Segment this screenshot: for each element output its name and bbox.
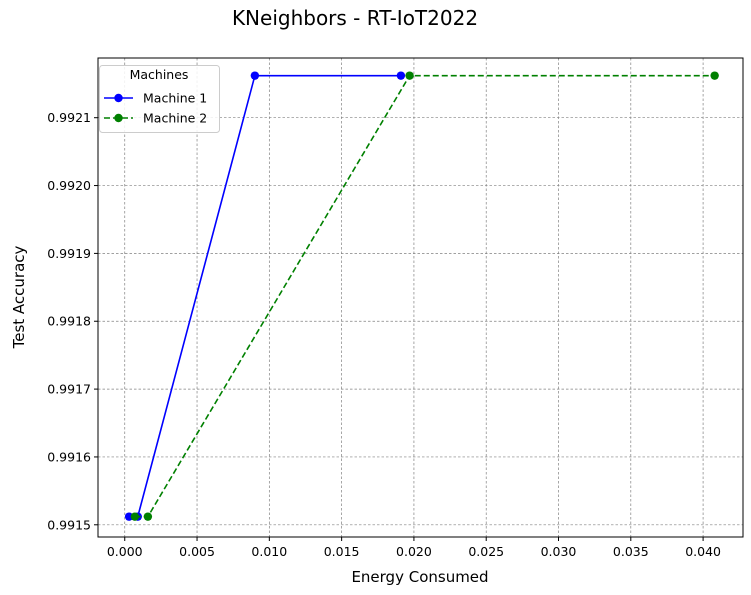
legend-label: Machine 1 [143,91,207,106]
x-tick-label: 0.015 [324,544,360,559]
data-point [143,512,153,521]
x-tick-label: 0.010 [251,544,287,559]
chart-title: KNeighbors - RT-IoT2022 [232,6,478,30]
legend-label: Machine 2 [143,111,207,126]
legend-entry: Machine 1 [104,91,207,106]
data-point [710,71,719,80]
y-axis: 0.9915 0.9916 0.9917 0.9918 0.9919 0.9920 0.99… [47,110,98,532]
legend-marker [114,113,123,123]
plot-frame [97,57,744,538]
y-tick-label: 0.9916 [47,449,91,464]
legend: Machines Machine 1 Machine 2 [99,65,220,133]
data-point [250,71,260,80]
data-point [405,71,414,80]
x-tick-label: 0.000 [107,544,143,559]
x-tick-label: 0.020 [396,544,432,559]
x-tick-label: 0.040 [685,544,721,559]
x-axis-title: Energy Consumed [351,568,488,586]
data-point [130,512,140,521]
y-tick-label: 0.9921 [47,110,91,125]
legend-box [99,65,220,133]
legend-title: Machines [130,67,189,82]
x-tick-label: 0.030 [541,544,577,559]
y-tick-label: 0.9915 [47,517,91,532]
y-tick-label: 0.9918 [47,314,91,329]
y-tick-label: 0.9917 [47,382,91,397]
y-tick-label: 0.9919 [47,246,91,261]
legend-entry: Machine 2 [104,111,207,126]
x-tick-label: 0.025 [468,544,504,559]
grid-layer [98,58,743,537]
y-tick-label: 0.9920 [47,178,91,193]
series-1 [124,71,406,521]
x-tick-label: 0.005 [179,544,215,559]
data-point [124,512,134,521]
data-point [396,71,406,80]
series-line [134,74,715,518]
series-line [129,74,401,518]
x-axis: 0.000 0.005 0.010 0.015 0.020 0.025 0.030 0.035… [107,537,721,559]
legend-entries: Machine 1 Machine 2 [104,91,207,126]
series-layer [124,71,719,521]
legend-marker [114,93,123,103]
y-axis-title: Test Accuracy [10,245,28,349]
x-tick-label: 0.035 [613,544,649,559]
series-2 [130,71,719,521]
